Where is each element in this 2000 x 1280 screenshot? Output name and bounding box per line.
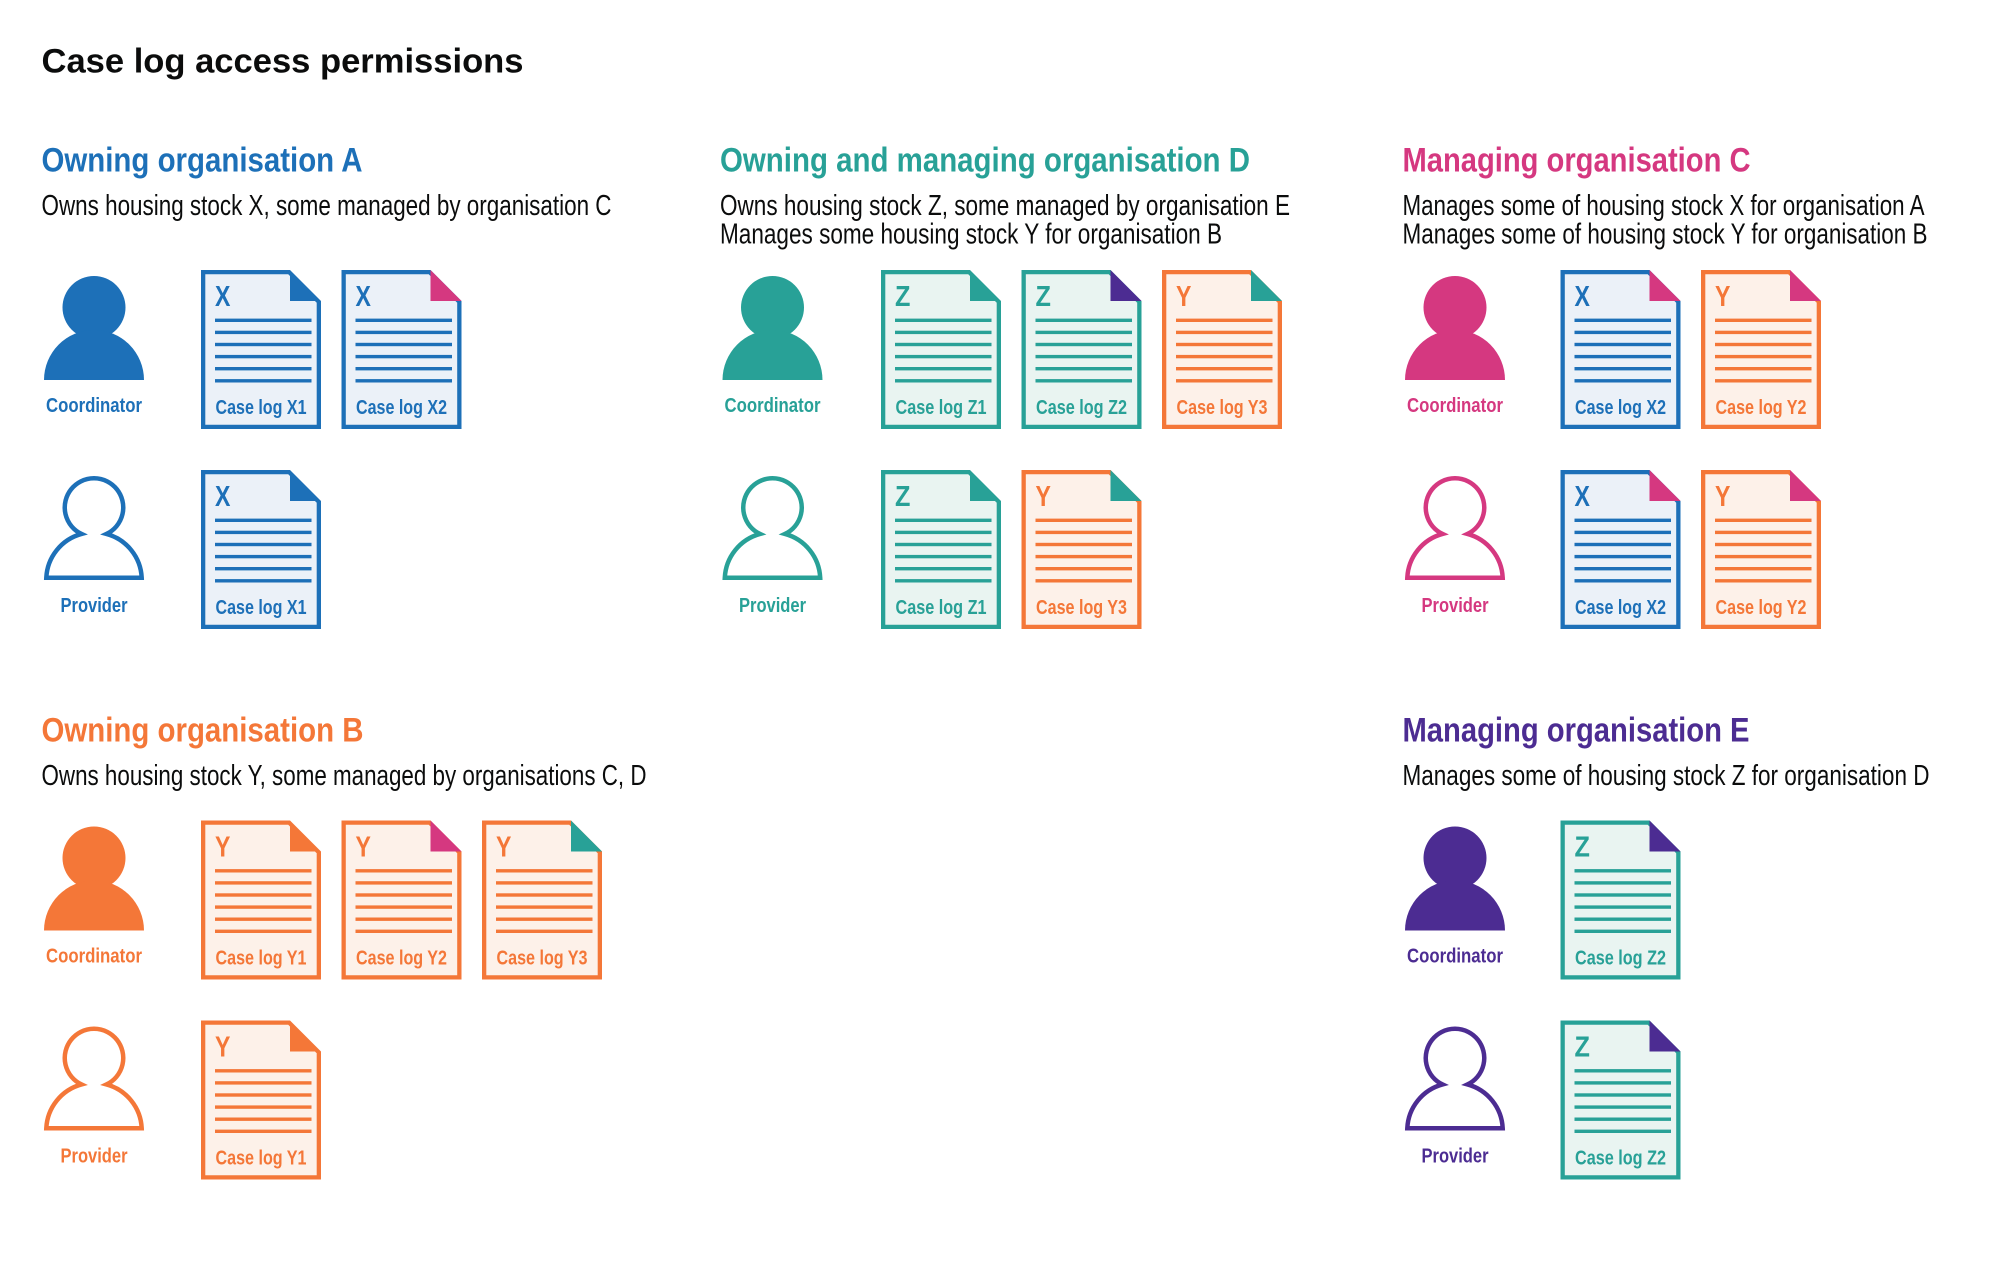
svg-text:Z: Z — [895, 481, 910, 513]
svg-text:Case log Z2: Case log Z2 — [1036, 397, 1127, 419]
svg-text:X: X — [1575, 281, 1590, 313]
svg-text:Owning organisation A: Owning organisation A — [42, 142, 363, 180]
svg-text:Z: Z — [1575, 1032, 1590, 1064]
svg-text:Owning organisation B: Owning organisation B — [42, 712, 364, 750]
svg-text:X: X — [1575, 481, 1590, 513]
svg-text:X: X — [215, 481, 230, 513]
svg-text:Case log X2: Case log X2 — [356, 397, 447, 419]
svg-text:X: X — [356, 281, 371, 313]
svg-text:Owning and managing organisati: Owning and managing organisation D — [720, 142, 1250, 180]
svg-text:Case log Y2: Case log Y2 — [1716, 397, 1807, 419]
svg-text:X: X — [215, 281, 230, 313]
svg-text:Provider: Provider — [739, 595, 806, 617]
svg-text:Case log Y3: Case log Y3 — [497, 948, 588, 970]
svg-text:Z: Z — [895, 281, 910, 313]
svg-text:Case log Y1: Case log Y1 — [216, 1148, 307, 1170]
svg-text:Case log Z1: Case log Z1 — [896, 397, 987, 419]
svg-text:Provider: Provider — [61, 1145, 128, 1167]
svg-text:Provider: Provider — [1422, 1145, 1489, 1167]
svg-text:Case log X1: Case log X1 — [216, 597, 307, 619]
svg-text:Y: Y — [1715, 481, 1730, 513]
svg-text:Manages some of housing stock: Manages some of housing stock Y for orga… — [1403, 219, 1928, 251]
svg-text:Case log Z2: Case log Z2 — [1575, 1148, 1666, 1170]
svg-text:Case log Y3: Case log Y3 — [1177, 397, 1268, 419]
svg-text:Coordinator: Coordinator — [46, 395, 142, 417]
svg-text:Manages some housing stock Y f: Manages some housing stock Y for organis… — [720, 219, 1222, 251]
svg-text:Case log Y2: Case log Y2 — [356, 948, 447, 970]
svg-text:Provider: Provider — [1422, 595, 1489, 617]
svg-text:Case log access permissions: Case log access permissions — [42, 42, 524, 80]
svg-text:Case log Z1: Case log Z1 — [896, 597, 987, 619]
svg-text:Manages some of housing stock: Manages some of housing stock X for orga… — [1403, 190, 1926, 222]
svg-text:Coordinator: Coordinator — [46, 945, 142, 967]
svg-text:Case log Y2: Case log Y2 — [1716, 597, 1807, 619]
svg-text:Y: Y — [215, 832, 230, 864]
svg-text:Coordinator: Coordinator — [1407, 395, 1503, 417]
svg-text:Z: Z — [1036, 281, 1051, 313]
svg-text:Case log X1: Case log X1 — [216, 397, 307, 419]
svg-text:Coordinator: Coordinator — [725, 395, 821, 417]
svg-text:Owns housing stock Y, some man: Owns housing stock Y, some managed by or… — [42, 760, 647, 792]
svg-text:Case log Y3: Case log Y3 — [1036, 597, 1127, 619]
svg-text:Y: Y — [1715, 281, 1730, 313]
svg-text:Managing organisation C: Managing organisation C — [1403, 142, 1751, 180]
svg-text:Y: Y — [1036, 481, 1051, 513]
svg-text:Case log Z2: Case log Z2 — [1575, 948, 1666, 970]
svg-text:Y: Y — [1176, 281, 1191, 313]
svg-text:Y: Y — [215, 1032, 230, 1064]
svg-text:Case log Y1: Case log Y1 — [216, 948, 307, 970]
svg-text:Case log X2: Case log X2 — [1575, 597, 1666, 619]
svg-text:Provider: Provider — [61, 595, 128, 617]
svg-text:Y: Y — [356, 832, 371, 864]
svg-text:Owns housing stock Z, some man: Owns housing stock Z, some managed by or… — [720, 190, 1290, 222]
svg-text:Y: Y — [496, 832, 511, 864]
svg-text:Case log X2: Case log X2 — [1575, 397, 1666, 419]
svg-text:Coordinator: Coordinator — [1407, 945, 1503, 967]
svg-text:Manages some of housing stock: Manages some of housing stock Z for orga… — [1403, 760, 1930, 792]
svg-text:Z: Z — [1575, 832, 1590, 864]
svg-text:Managing organisation E: Managing organisation E — [1403, 712, 1750, 750]
svg-text:Owns housing stock X, some man: Owns housing stock X, some managed by or… — [42, 190, 612, 222]
